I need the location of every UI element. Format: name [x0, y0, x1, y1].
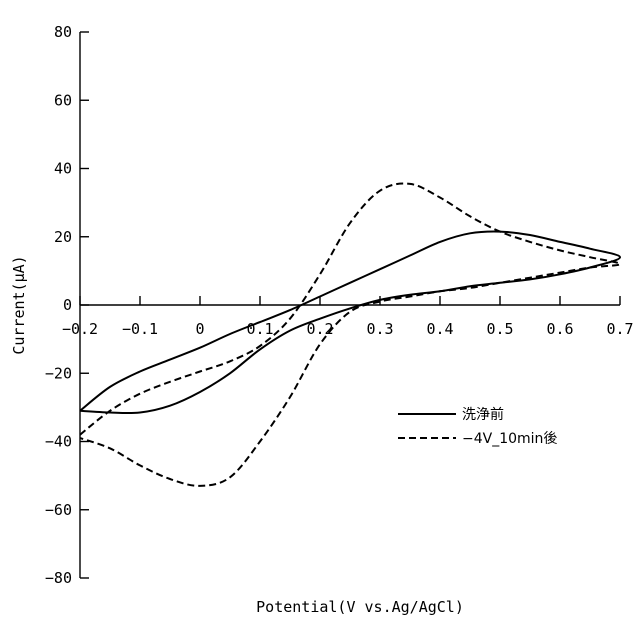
y-tick-label: −40: [45, 433, 72, 451]
x-tick-label: 0: [195, 320, 204, 338]
legend-label: 洗浄前: [462, 406, 504, 423]
x-tick-label: 0.6: [546, 320, 573, 338]
y-tick-label: −80: [45, 569, 72, 587]
series-line-solid: [80, 231, 620, 413]
x-tick-label: 0.1: [246, 320, 273, 338]
legend: 洗浄前 −4V_10min後: [398, 406, 557, 447]
labels: 80 60 40 20 0 −20 −40 −60 −80 −0.2 −0.1 0 0.1 0.2 0.3 0…: [10, 23, 634, 616]
x-tick-label: 0.3: [366, 320, 393, 338]
x-tick-label: 0.5: [486, 320, 513, 338]
y-tick-label: 40: [54, 160, 72, 178]
cyclic-voltammogram-chart: 80 60 40 20 0 −20 −40 −60 −80 −0.2 −0.1 0 0.1 0.2 0.3 0…: [0, 0, 640, 640]
legend-label: −4V_10min後: [462, 431, 557, 447]
y-tick-label: 0: [63, 296, 72, 314]
y-tick-label: 60: [54, 91, 72, 109]
x-tick-label: 0.4: [426, 320, 453, 338]
x-tick-label: 0.7: [606, 320, 633, 338]
x-tick-label: −0.2: [62, 320, 98, 338]
x-axis-title: Potential(V vs.Ag/AgCl): [256, 598, 464, 616]
y-tick-label: −60: [45, 501, 72, 519]
x-tick-label: 0.2: [306, 320, 333, 338]
y-tick-label: 20: [54, 228, 72, 246]
y-tick-label: 80: [54, 23, 72, 41]
y-axis-title: Current(μA): [10, 255, 28, 354]
axes: [80, 32, 620, 578]
x-tick-label: −0.1: [122, 320, 158, 338]
y-tick-label: −20: [45, 364, 72, 382]
